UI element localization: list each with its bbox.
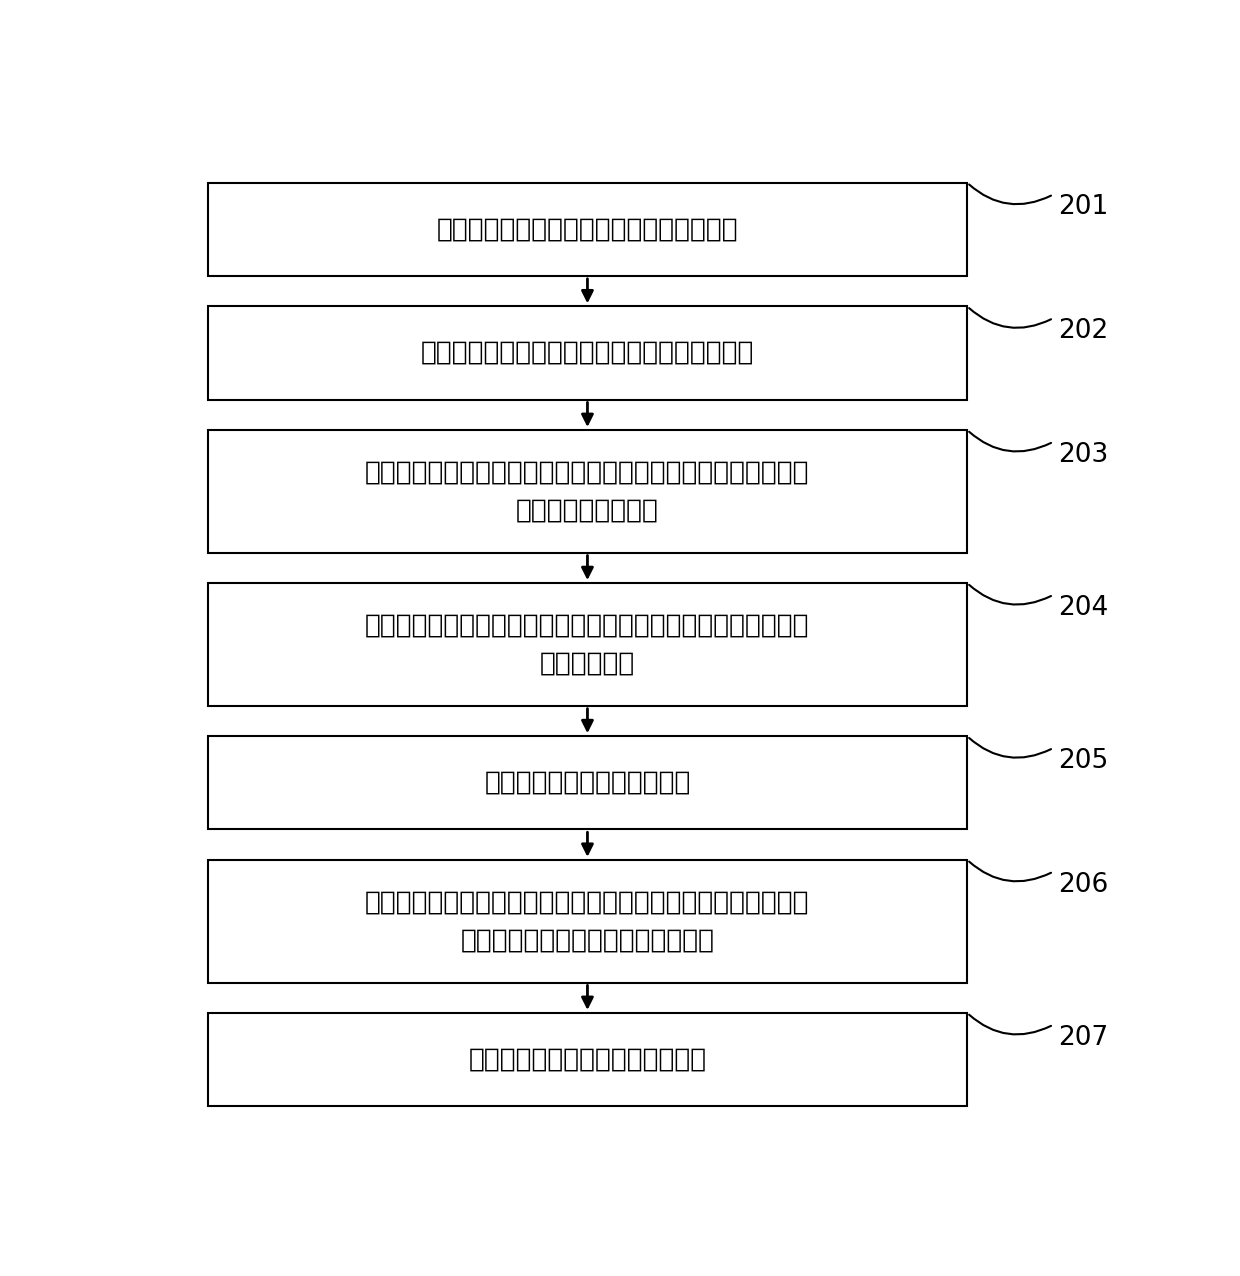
Text: 203: 203 [1059, 441, 1109, 467]
Text: 拍摄所述路口的红绿灯的剩余时间显示界面: 拍摄所述路口的红绿灯的剩余时间显示界面 [436, 216, 738, 242]
FancyBboxPatch shape [208, 860, 967, 983]
Text: 根据所述剩余时间显示界面，确定绿灯剩余时间: 根据所述剩余时间显示界面，确定绿灯剩余时间 [420, 339, 754, 366]
Text: 获取用户的过马路的平均速度: 获取用户的过马路的平均速度 [485, 769, 691, 796]
Text: 206: 206 [1059, 872, 1109, 897]
Text: 204: 204 [1059, 595, 1109, 620]
Text: 触发超声波模块发射超声波信号，以使所述超声波信号在遇到马
路对面障碍物后返回: 触发超声波模块发射超声波信号，以使所述超声波信号在遇到马 路对面障碍物后返回 [366, 459, 810, 523]
Text: 根据发射超声波信号的时间和接收到返回的超声波信号的时间，
确定马路宽度: 根据发射超声波信号的时间和接收到返回的超声波信号的时间， 确定马路宽度 [366, 612, 810, 676]
FancyBboxPatch shape [208, 736, 967, 829]
Text: 根据判断结果生成并推送提示信息: 根据判断结果生成并推送提示信息 [469, 1046, 707, 1073]
FancyBboxPatch shape [208, 583, 967, 706]
Text: 201: 201 [1059, 194, 1109, 221]
Text: 207: 207 [1059, 1025, 1109, 1050]
FancyBboxPatch shape [208, 430, 967, 553]
FancyBboxPatch shape [208, 306, 967, 399]
FancyBboxPatch shape [208, 182, 967, 276]
Text: 205: 205 [1059, 748, 1109, 773]
FancyBboxPatch shape [208, 1013, 967, 1106]
Text: 根据所述平均速度、所述马路宽度和所述绿灯剩余时间，判断用
户在所述剩余时间内是否能通过马路: 根据所述平均速度、所述马路宽度和所述绿灯剩余时间，判断用 户在所述剩余时间内是否… [366, 889, 810, 953]
Text: 202: 202 [1059, 318, 1109, 345]
